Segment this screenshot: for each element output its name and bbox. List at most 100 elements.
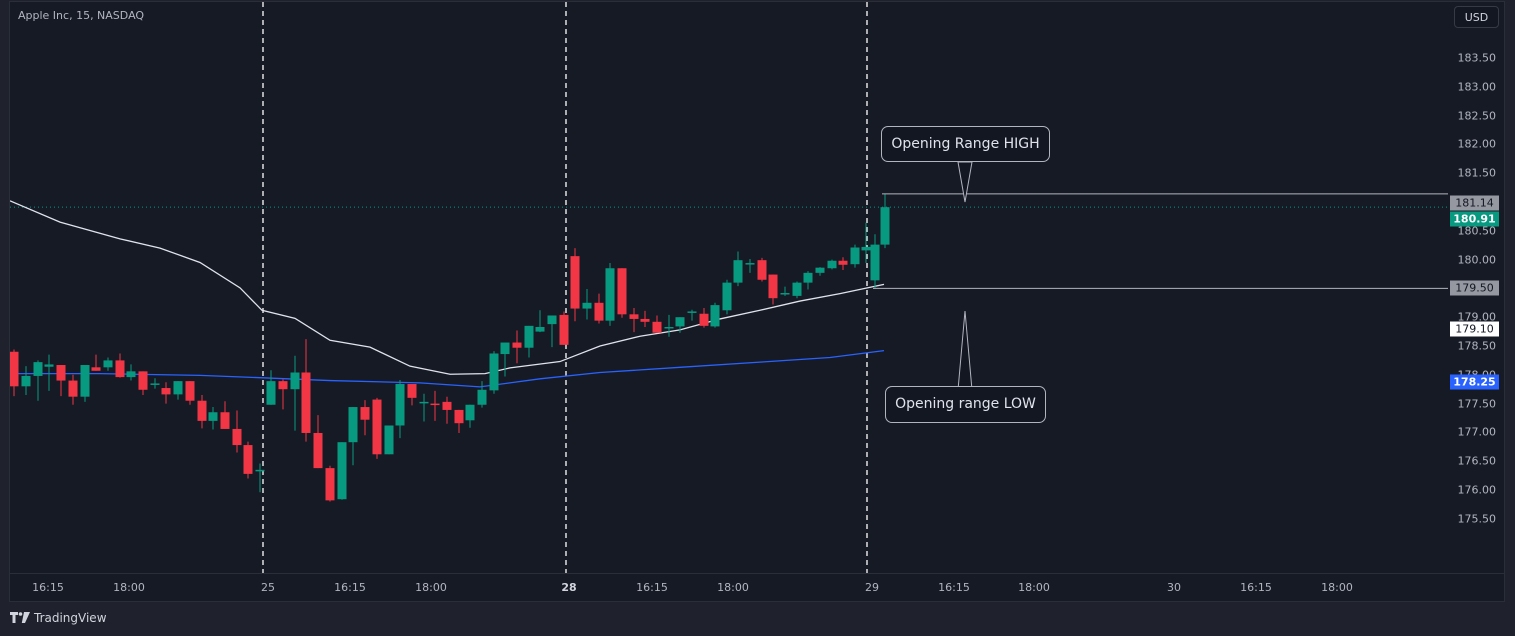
chart-plot-area[interactable] xyxy=(10,2,1448,573)
candle-body xyxy=(138,371,148,390)
candle-body xyxy=(605,268,615,321)
price-tick: 181.50 xyxy=(1457,166,1497,180)
time-tick: 18:00 xyxy=(1321,581,1353,594)
candle-body xyxy=(173,381,183,395)
candle-body xyxy=(768,274,778,299)
candle-body xyxy=(337,442,347,500)
candle-body xyxy=(384,425,394,455)
time-tick: 16:15 xyxy=(334,581,366,594)
candle-body xyxy=(652,321,662,333)
opening-range-low-callout[interactable]: Opening range LOW xyxy=(885,386,1046,423)
candle-body xyxy=(524,325,534,348)
candlestick-chart[interactable] xyxy=(10,2,1448,573)
candle-body xyxy=(687,311,697,313)
candle-body xyxy=(68,380,78,397)
candle-body xyxy=(512,342,522,348)
time-tick: 16:15 xyxy=(938,581,970,594)
candle-body xyxy=(313,432,323,469)
price-tick: 183.50 xyxy=(1457,51,1497,65)
callout-pointer-low xyxy=(957,310,973,391)
candle-body xyxy=(278,381,288,390)
candle-body xyxy=(827,260,837,269)
currency-button[interactable]: USD xyxy=(1454,6,1499,28)
candle-body xyxy=(594,302,604,321)
moving-average-blue xyxy=(10,349,885,388)
tradingview-logo-icon xyxy=(10,612,30,623)
candle-body xyxy=(617,268,627,315)
candle-body xyxy=(803,272,813,283)
or-low-price-label: 179.50 xyxy=(1450,280,1499,296)
candle-body xyxy=(360,407,370,420)
candle-body xyxy=(243,445,253,474)
candle-body xyxy=(21,375,31,387)
candle-body xyxy=(220,412,230,429)
candle-body xyxy=(710,305,720,327)
candle-body xyxy=(722,282,732,311)
candle-body xyxy=(699,313,709,326)
candle-body xyxy=(477,389,487,405)
candle-body xyxy=(792,282,802,296)
candle-body xyxy=(675,317,685,327)
price-tick: 180.50 xyxy=(1457,224,1497,238)
candle-body xyxy=(197,400,207,421)
time-tick: 30 xyxy=(1167,581,1181,594)
tradingview-logo[interactable]: TradingView xyxy=(10,611,107,625)
time-tick: 29 xyxy=(865,581,879,594)
candle-body xyxy=(325,468,335,501)
candle-body xyxy=(161,388,171,395)
candle-body xyxy=(372,399,382,455)
time-axis[interactable]: 16:15 18:00 25 16:15 18:00 28 16:15 18:00 29 16:1… xyxy=(10,573,1504,602)
candle-body xyxy=(838,260,848,265)
candle-body xyxy=(301,372,311,433)
time-tick: 18:00 xyxy=(113,581,145,594)
candle-body xyxy=(489,353,499,391)
candle-body xyxy=(232,428,242,446)
candle-body xyxy=(80,365,90,397)
candle-body xyxy=(56,365,66,381)
candle-body xyxy=(10,351,19,387)
candle-body xyxy=(500,342,510,355)
candle-body xyxy=(407,384,417,398)
price-tick: 177.00 xyxy=(1457,425,1497,439)
symbol-legend[interactable]: Apple Inc, 15, NASDAQ xyxy=(18,9,145,22)
candle-body xyxy=(454,409,464,424)
callout-pointer-high xyxy=(957,161,973,203)
candle-body xyxy=(733,260,743,283)
candle-body xyxy=(629,314,639,319)
price-tick: 182.00 xyxy=(1457,137,1497,151)
candle-body xyxy=(850,247,860,265)
candle-body xyxy=(348,407,358,443)
candle-body xyxy=(582,302,592,309)
opening-range-high-callout[interactable]: Opening Range HIGH xyxy=(881,126,1050,162)
candle-body xyxy=(126,371,136,378)
candle-body xyxy=(33,362,43,376)
price-tick: 176.50 xyxy=(1457,454,1497,468)
candle-body xyxy=(745,263,755,265)
candle-body xyxy=(442,401,452,410)
ma-white-price-label: 179.10 xyxy=(1450,321,1499,337)
candle-body xyxy=(465,404,475,421)
candle-body xyxy=(290,372,300,390)
candle-body xyxy=(150,383,160,385)
time-tick: 18:00 xyxy=(1018,581,1050,594)
candle-body xyxy=(535,326,545,332)
candle-body xyxy=(419,401,429,404)
price-tick: 180.00 xyxy=(1457,253,1497,267)
candle-body xyxy=(547,315,557,325)
price-tick: 177.50 xyxy=(1457,397,1497,411)
tradingview-brand-text: TradingView xyxy=(34,611,107,625)
time-tick: 28 xyxy=(561,581,577,594)
candle-body xyxy=(185,381,195,401)
candle-body xyxy=(430,403,440,406)
price-tick: 182.50 xyxy=(1457,109,1497,123)
or-high-price-label: 181.14 xyxy=(1450,195,1499,211)
time-tick: 16:15 xyxy=(1240,581,1272,594)
candle-body xyxy=(559,314,569,345)
candle-body xyxy=(115,360,125,378)
price-tick: 179.00 xyxy=(1457,310,1497,324)
ma-blue-price-label: 178.25 xyxy=(1450,374,1499,390)
candle-body xyxy=(870,244,880,281)
price-tick: 178.50 xyxy=(1457,339,1497,353)
candle-body xyxy=(266,381,276,405)
candle-body xyxy=(570,256,580,309)
